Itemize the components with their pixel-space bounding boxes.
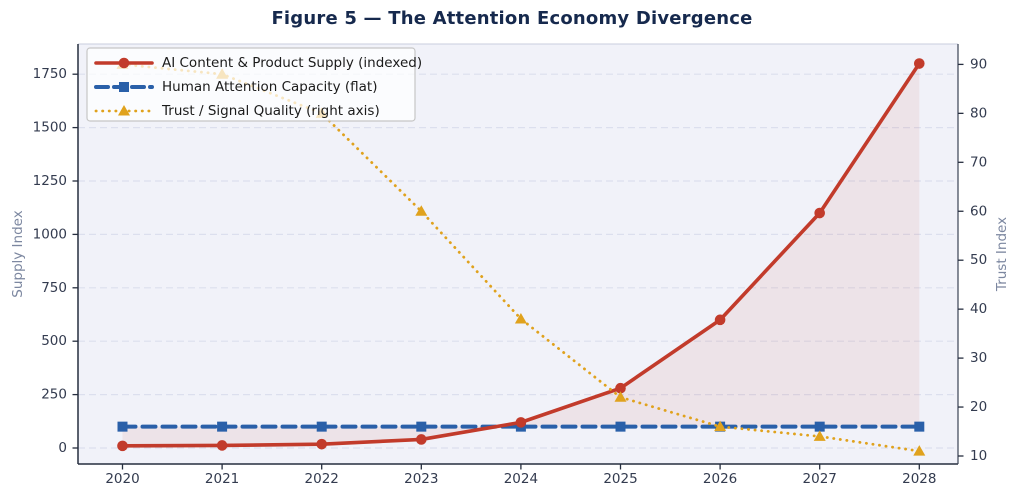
y-right-tick-label: 10: [970, 448, 987, 464]
y-axis-right-label: Trust Index: [994, 217, 1010, 292]
data-point-square: [615, 421, 626, 432]
y-right-tick-label: 80: [970, 105, 987, 121]
data-point-circle: [814, 207, 825, 219]
supply-series: [117, 58, 925, 452]
x-tick-label: 2023: [404, 471, 438, 487]
data-point-triangle: [614, 391, 627, 402]
y-axis-right: 10 20 30 40 50 60 70 80 90 Trust Index: [958, 56, 1010, 464]
legend-entry: AI Content & Product Supply (indexed): [94, 55, 422, 71]
data-point-square: [117, 421, 128, 432]
y-right-tick-label: 30: [970, 350, 987, 366]
y-right-tick-label: 90: [970, 56, 987, 72]
legend: AI Content & Product Supply (indexed) Hum…: [86, 47, 422, 122]
data-point-triangle: [913, 445, 926, 456]
data-point-circle: [714, 314, 726, 326]
y-right-tick-label: 70: [970, 154, 987, 170]
data-point-square: [814, 421, 825, 432]
y-right-tick-label: 40: [970, 301, 987, 317]
x-tick-label: 2025: [603, 471, 637, 487]
x-tick-label: 2020: [105, 471, 139, 487]
y-right-tick-label: 50: [970, 252, 987, 268]
data-point-circle: [416, 434, 427, 445]
chart-title: Figure 5 — The Attention Economy Diverge…: [271, 8, 753, 29]
y-left-tick-label: 500: [41, 333, 67, 349]
data-point-circle: [117, 440, 128, 452]
legend-entry: Human Attention Capacity (flat): [94, 79, 377, 95]
data-point-triangle: [415, 205, 428, 216]
data-point-triangle: [514, 312, 527, 324]
data-point-circle: [216, 440, 228, 451]
y-left-tick-label: 1000: [33, 226, 67, 242]
y-right-tick-label: 20: [970, 399, 987, 415]
y-left-tick-label: 1750: [33, 66, 67, 82]
y-left-tick-label: 1500: [33, 120, 67, 136]
data-point-triangle: [118, 105, 130, 116]
x-tick-label: 2027: [803, 471, 837, 487]
legend-box: [86, 47, 416, 122]
x-tick-label: 2022: [305, 471, 339, 487]
legend-label: Trust / Signal Quality (right axis): [161, 103, 380, 119]
y-axis-left-label: Supply Index: [10, 210, 26, 297]
x-tick-label: 2021: [205, 471, 239, 487]
y-axis-left: 0 250 500 750 1000 1250 1500 1750 Supply Index: [10, 66, 78, 456]
data-point-square: [316, 421, 327, 432]
data-point-square: [416, 421, 427, 432]
data-point-triangle: [813, 430, 826, 441]
trust-series-line: [121, 63, 921, 453]
y-left-tick-label: 250: [41, 387, 67, 403]
data-point-circle: [914, 58, 925, 69]
legend-label: Human Attention Capacity (flat): [162, 79, 377, 95]
data-point-circle: [118, 57, 130, 69]
data-point-circle: [615, 382, 626, 394]
legend-entry: Trust / Signal Quality (right axis): [94, 103, 380, 119]
x-tick-label: 2026: [703, 471, 737, 487]
legend-label: AI Content & Product Supply (indexed): [162, 55, 422, 71]
y-left-tick-label: 0: [58, 440, 67, 456]
x-tick-label: 2024: [504, 471, 538, 487]
data-point-circle: [316, 438, 328, 450]
x-axis: 2020 2021 2022 2023 2024 2025 2026 2027 2028: [105, 464, 936, 487]
data-point-square: [914, 421, 925, 432]
y-left-tick-label: 1250: [33, 173, 67, 189]
data-point-circle: [515, 417, 527, 428]
data-point-square: [217, 421, 228, 432]
y-right-tick-label: 60: [970, 203, 987, 219]
y-left-tick-label: 750: [41, 280, 67, 296]
data-point-square: [119, 82, 129, 92]
divergence-fill-area: [122, 63, 920, 446]
x-tick-label: 2028: [902, 471, 936, 487]
data-point-triangle: [714, 420, 727, 432]
